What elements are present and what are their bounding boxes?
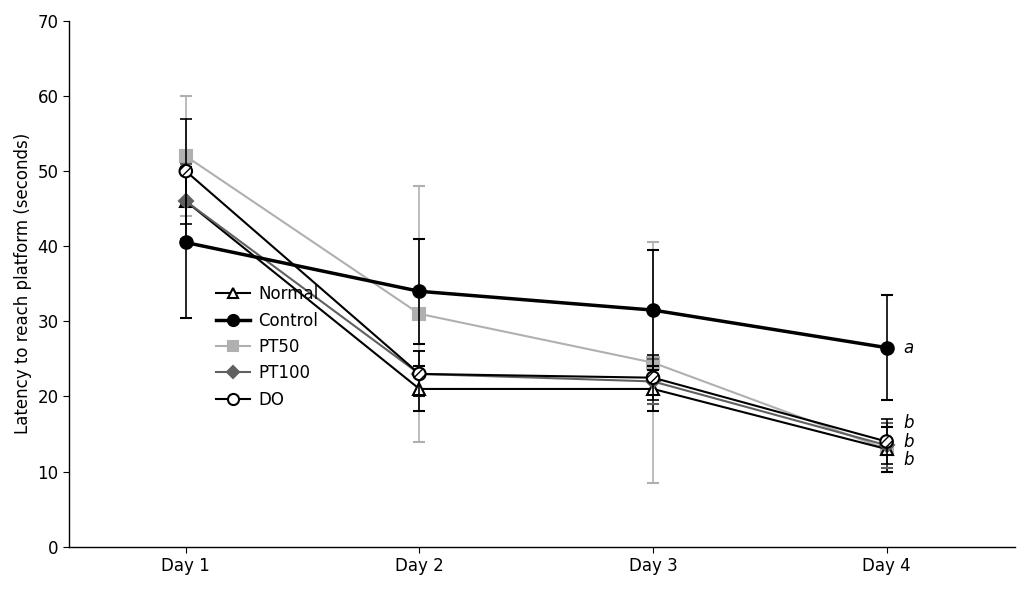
Text: b: b — [903, 413, 914, 432]
Point — [178, 167, 194, 176]
Point — [879, 437, 895, 446]
Point — [412, 369, 428, 379]
Text: b: b — [903, 432, 914, 451]
Legend: Normal, Control, PT50, PT100, DO: Normal, Control, PT50, PT100, DO — [210, 279, 325, 415]
Y-axis label: Latency to reach platform (seconds): Latency to reach platform (seconds) — [13, 133, 32, 435]
Text: a: a — [903, 339, 913, 356]
Text: b: b — [903, 451, 914, 469]
Point — [645, 373, 662, 382]
